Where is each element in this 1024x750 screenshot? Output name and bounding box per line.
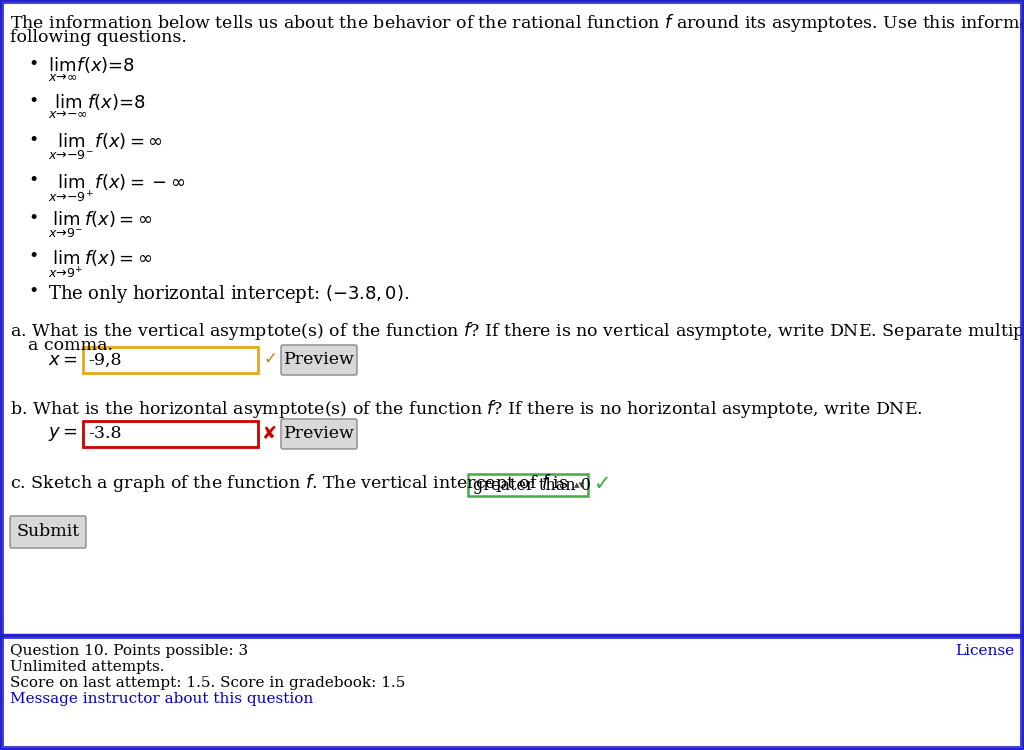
Text: ▴▾: ▴▾ bbox=[574, 480, 586, 490]
Text: c. Sketch a graph of the function $f$. The vertical intercept of $f$ is: c. Sketch a graph of the function $f$. T… bbox=[10, 472, 568, 494]
Text: a. What is the vertical asymptote(s) of the function $f$? If there is no vertica: a. What is the vertical asymptote(s) of … bbox=[10, 320, 1024, 342]
Text: $x = $: $x = $ bbox=[48, 351, 78, 369]
Text: •: • bbox=[28, 210, 38, 227]
Bar bbox=[468, 474, 588, 496]
Text: $\lim_{x \to -\infty} f(x) = 8$: $\lim_{x \to -\infty} f(x) = 8$ bbox=[48, 93, 145, 122]
Text: •: • bbox=[28, 248, 38, 265]
Text: •: • bbox=[28, 56, 38, 73]
Text: $\lim_{x \to 9^+} f(x) = \infty$: $\lim_{x \to 9^+} f(x) = \infty$ bbox=[48, 248, 153, 280]
Text: •: • bbox=[28, 132, 38, 149]
FancyBboxPatch shape bbox=[281, 345, 357, 375]
Text: $y = $: $y = $ bbox=[48, 425, 78, 443]
Text: -3.8: -3.8 bbox=[88, 425, 122, 442]
Text: b. What is the horizontal asymptote(s) of the function $f$? If there is no horiz: b. What is the horizontal asymptote(s) o… bbox=[10, 398, 923, 420]
Text: ✓: ✓ bbox=[263, 350, 276, 368]
Text: Score on last attempt: 1.5. Score in gradebook: 1.5: Score on last attempt: 1.5. Score in gra… bbox=[10, 676, 406, 690]
Bar bbox=[83, 421, 258, 447]
FancyBboxPatch shape bbox=[281, 419, 357, 449]
Text: Preview: Preview bbox=[284, 425, 354, 442]
Text: $\lim_{x \to -9^+} f(x) = -\infty$: $\lim_{x \to -9^+} f(x) = -\infty$ bbox=[48, 172, 185, 204]
Text: $\lim_{x \to 9^-} f(x) = \infty$: $\lim_{x \to 9^-} f(x) = \infty$ bbox=[48, 210, 153, 241]
Text: License: License bbox=[954, 644, 1014, 658]
Text: a comma.: a comma. bbox=[28, 337, 113, 354]
Text: The information below tells us about the behavior of the rational function $f$ a: The information below tells us about the… bbox=[10, 12, 1024, 34]
Text: •: • bbox=[28, 283, 38, 300]
Text: -9,8: -9,8 bbox=[88, 352, 122, 368]
Bar bbox=[83, 347, 258, 373]
Text: $\lim_{x \to -9^-} f(x) = \infty$: $\lim_{x \to -9^-} f(x) = \infty$ bbox=[48, 132, 163, 163]
Text: Preview: Preview bbox=[284, 352, 354, 368]
Text: $\lim_{x \to \infty} f(x) = 8$: $\lim_{x \to \infty} f(x) = 8$ bbox=[48, 56, 135, 85]
FancyBboxPatch shape bbox=[10, 516, 86, 548]
Text: Submit: Submit bbox=[16, 524, 80, 541]
Text: ✘: ✘ bbox=[262, 425, 278, 443]
Text: following questions.: following questions. bbox=[10, 29, 186, 46]
Text: ✓: ✓ bbox=[594, 474, 611, 494]
Text: Unlimited attempts.: Unlimited attempts. bbox=[10, 660, 165, 674]
Text: Question 10. Points possible: 3: Question 10. Points possible: 3 bbox=[10, 644, 248, 658]
Text: •: • bbox=[28, 172, 38, 189]
Text: Message instructor about this question: Message instructor about this question bbox=[10, 692, 313, 706]
Text: •: • bbox=[28, 93, 38, 110]
Text: The only horizontal intercept: $( - 3.8, 0)$.: The only horizontal intercept: $( - 3.8,… bbox=[48, 283, 410, 305]
Text: greater than 0: greater than 0 bbox=[473, 476, 591, 494]
